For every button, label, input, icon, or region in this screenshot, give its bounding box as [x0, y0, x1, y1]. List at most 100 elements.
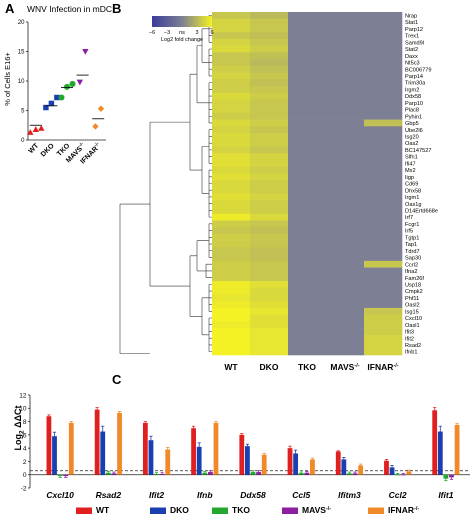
heatmap-cell [326, 207, 365, 215]
heatmap-cell [212, 99, 251, 107]
panel-a: A WNV Infection in mDC % of Cells E16+ 0… [3, 1, 112, 166]
heatmap-gene-label: BC147527 [405, 148, 431, 154]
heatmap-gene-label: Nrap [405, 13, 417, 19]
heatmap-cell [364, 227, 403, 235]
heatmap-cell [250, 18, 289, 26]
colorbar-tick-label: −3 [164, 30, 170, 36]
heatmap-gene-label: Ifit2 [405, 336, 414, 342]
panel-a-point [27, 129, 34, 135]
heatmap-cell [364, 126, 403, 134]
heatmap-cell [250, 260, 289, 268]
panel-a-group-label-superscript: -/- [78, 141, 85, 148]
heatmap-cell [250, 92, 289, 100]
legend-swatch [282, 507, 298, 514]
heatmap-cell [326, 166, 365, 174]
heatmap-cell [212, 12, 251, 20]
panel-a-point [38, 125, 45, 131]
heatmap-cell [288, 99, 327, 107]
heatmap-cell [364, 65, 403, 73]
heatmap-cell [326, 139, 365, 147]
heatmap-cell [326, 301, 365, 309]
heatmap-cell [364, 38, 403, 46]
heatmap-cell [326, 314, 365, 322]
heatmap-cell [364, 85, 403, 94]
heatmap-cell [326, 85, 365, 94]
heatmap-cell [288, 79, 327, 87]
heatmap-cell [288, 106, 327, 114]
heatmap-gene-label: Stat2 [405, 47, 418, 53]
heatmap-cell [364, 240, 403, 248]
legend-label-name: MAVS [302, 505, 326, 515]
panel-c-bar [57, 474, 63, 477]
heatmap-cell [212, 227, 251, 235]
panel-a-group-label-name: DKO [40, 142, 56, 158]
heatmap-cell [250, 334, 289, 342]
heatmap-cell [288, 207, 327, 215]
panel-a-ytick-label: 0 [21, 138, 25, 144]
heatmap-cell [212, 126, 251, 134]
heatmap-cell [364, 281, 403, 289]
heatmap-cell [250, 348, 289, 356]
heatmap-column-label-name: TKO [298, 362, 316, 372]
dendrogram-branch [205, 263, 212, 278]
heatmap-cell [212, 18, 251, 26]
heatmap-cell [250, 159, 289, 167]
heatmap-cell [288, 341, 327, 349]
heatmap-cell [364, 112, 403, 120]
heatmap-cell [250, 227, 289, 235]
heatmap-cell [288, 301, 327, 309]
heatmap-cell [364, 146, 403, 154]
panel-c-gene-label: Ifitm3 [338, 490, 361, 500]
heatmap-cell [364, 207, 403, 215]
dendrogram-branch [208, 82, 212, 124]
heatmap-cell [250, 126, 289, 134]
heatmap-cell [250, 166, 289, 174]
heatmap-gene-label: Irgm1 [405, 195, 419, 201]
heatmap-cell [326, 159, 365, 167]
heatmap-cell [364, 59, 403, 67]
legend-label-name: WT [96, 505, 110, 515]
heatmap-cell [212, 193, 251, 201]
heatmap-cell [250, 220, 289, 228]
panel-c-bar [148, 440, 154, 475]
heatmap-cell [326, 146, 365, 154]
heatmap-cell [326, 200, 365, 208]
heatmap-cell [364, 159, 403, 167]
panel-c-ytick-label: 2 [23, 459, 27, 466]
heatmap-gene-label: Irf5 [405, 229, 413, 235]
heatmap-cell [288, 153, 327, 161]
heatmap-cell [212, 38, 251, 46]
panel-c-bar [406, 471, 412, 475]
panel-c-ytick-label: -2 [21, 485, 27, 492]
panel-c-ytick-label: 12 [19, 392, 27, 399]
dendrogram-branch [196, 45, 209, 104]
panel-a-point [48, 100, 55, 107]
heatmap-gene-label: Cxcl10 [405, 316, 422, 322]
heatmap-cell [364, 52, 403, 60]
heatmap-cell [212, 146, 251, 154]
heatmap-cell [326, 99, 365, 107]
heatmap-cell [212, 240, 251, 248]
panel-a-point [58, 94, 65, 101]
heatmap-cell [326, 227, 365, 235]
heatmap-cell [212, 180, 251, 188]
legend-label-name: TKO [232, 505, 250, 515]
panel-c-bar [454, 424, 460, 475]
heatmap-cell [250, 79, 289, 87]
heatmap-cell [326, 133, 365, 141]
panel-c-ytick-label: 0 [23, 472, 27, 479]
heatmap-cell [250, 32, 289, 40]
heatmap-column-label-name: DKO [260, 362, 279, 372]
heatmap-cell [364, 274, 403, 282]
heatmap-cell [364, 200, 403, 208]
heatmap-cell [288, 348, 327, 356]
legend-label-superscript: -/- [414, 506, 419, 512]
heatmap-gene-label: Isg15 [405, 309, 419, 315]
heatmap-cell [212, 32, 251, 40]
heatmap-cell [288, 173, 327, 181]
heatmap-cell [364, 233, 403, 241]
heatmap-cell [212, 112, 251, 120]
heatmap-cell [250, 200, 289, 208]
heatmap-cell [326, 321, 365, 329]
panel-a-point [32, 126, 39, 132]
